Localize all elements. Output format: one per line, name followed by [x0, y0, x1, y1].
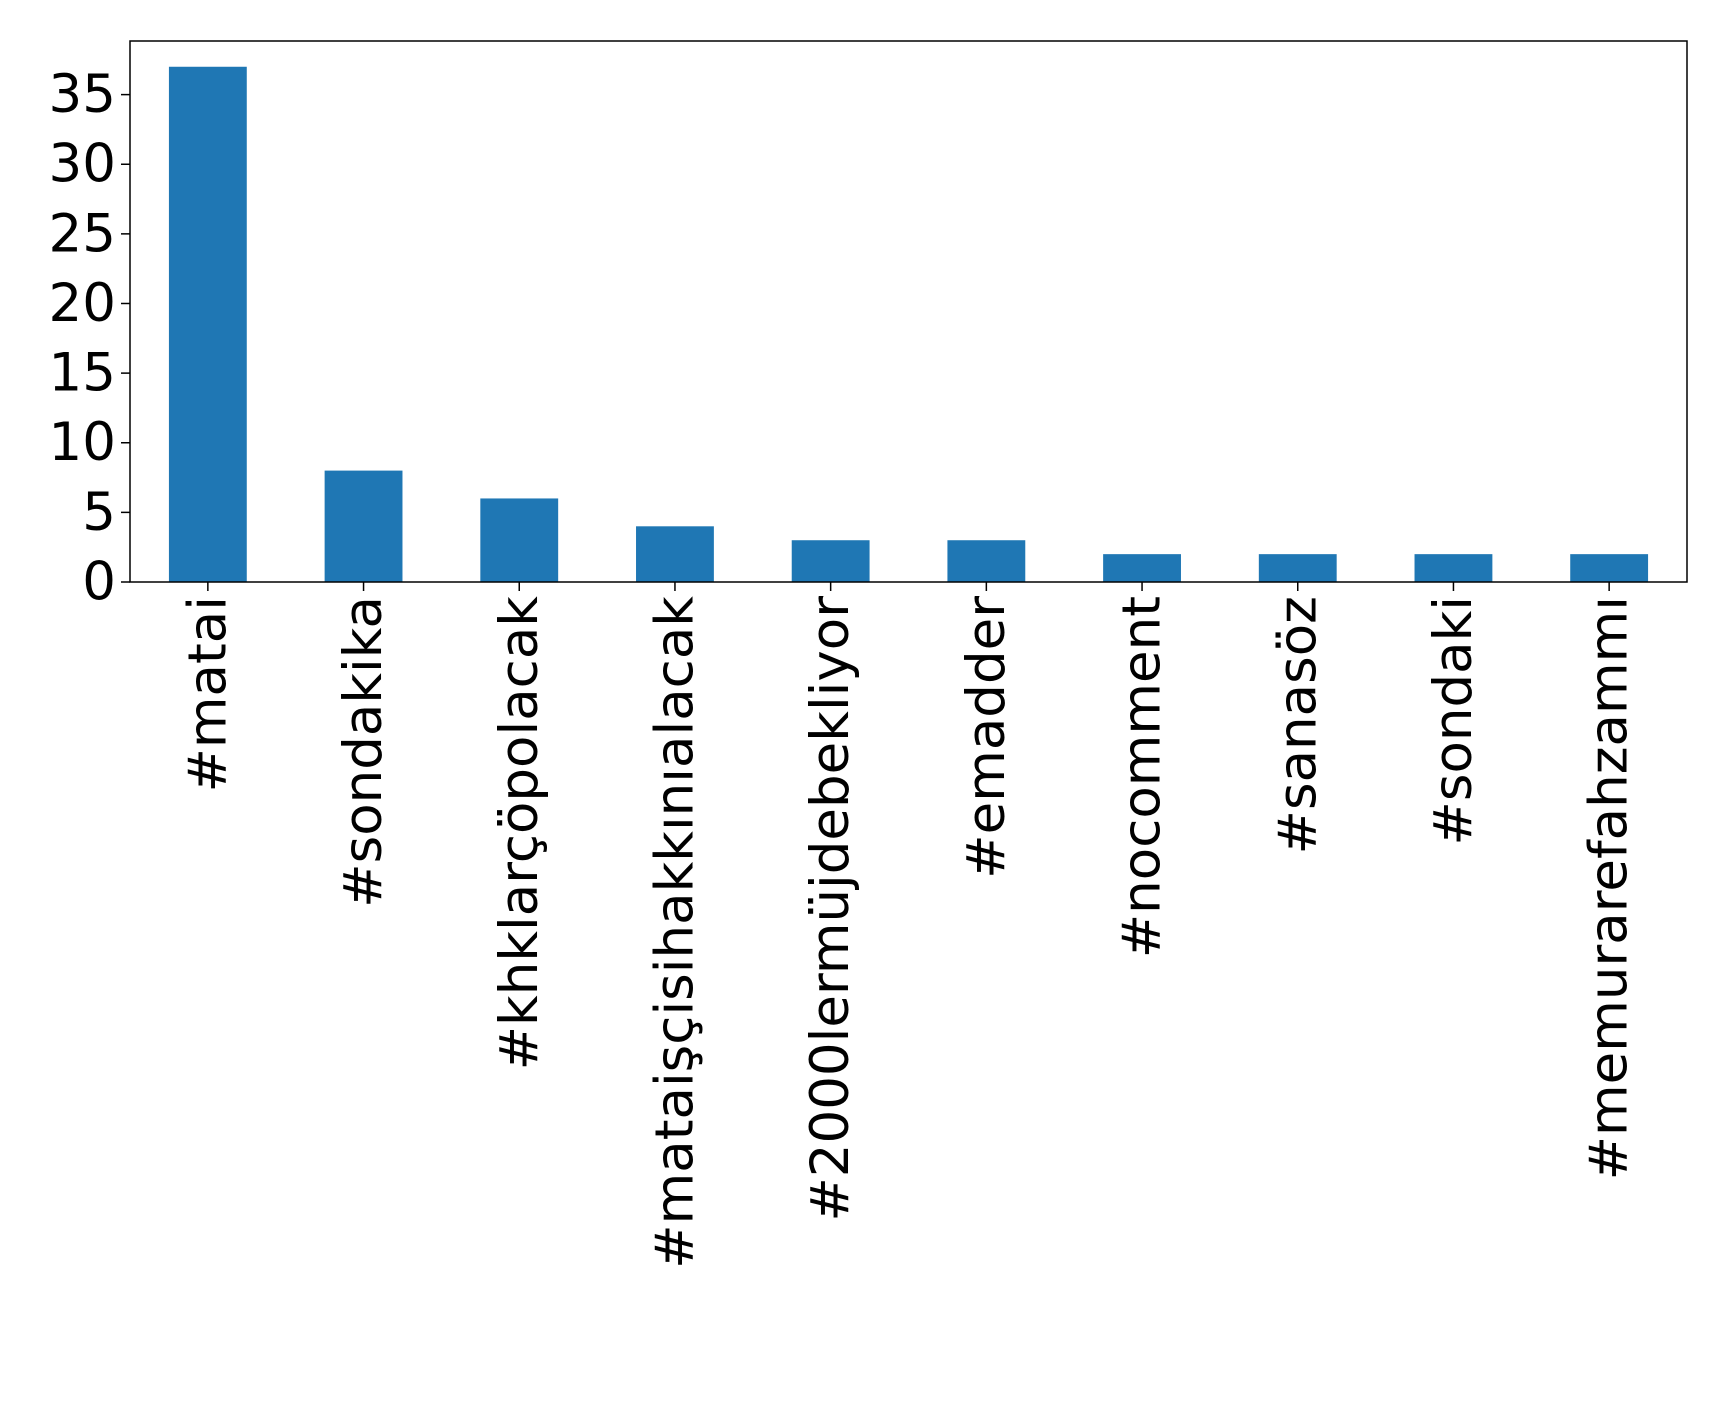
- y-tick-label: 10: [49, 412, 116, 473]
- bar: [1103, 554, 1181, 582]
- x-tick-label: #sondaki: [1423, 596, 1484, 846]
- x-tick-label: #sanasöz: [1267, 596, 1328, 854]
- x-tick-label: #memurarefahzammı: [1579, 596, 1640, 1180]
- y-tick-label: 35: [49, 64, 116, 125]
- bar: [324, 470, 403, 582]
- bar: [947, 540, 1026, 582]
- x-tick-label: #nocomment: [1112, 596, 1173, 958]
- y-tick-label: 0: [82, 552, 116, 613]
- bar: [168, 66, 247, 582]
- x-tick-label: #2000lermüjdebekliyor: [800, 596, 861, 1222]
- bar: [1570, 554, 1649, 582]
- plot-frame: [129, 40, 1688, 583]
- x-tick-label: #khklarçöpolacak: [489, 596, 550, 1071]
- bar: [1414, 554, 1493, 582]
- bar: [636, 526, 714, 582]
- x-tick-label: #matai: [177, 596, 238, 793]
- x-tick-label: #emadder: [956, 596, 1017, 879]
- bar: [791, 540, 870, 582]
- y-tick-label: 5: [82, 482, 116, 543]
- y-tick-label: 20: [49, 273, 116, 334]
- x-tick-label: #mataişçisihakkınıalacak: [644, 596, 705, 1269]
- bar: [480, 498, 559, 582]
- y-tick-label: 15: [49, 343, 116, 404]
- bar: [1258, 554, 1337, 582]
- y-tick-label: 30: [49, 134, 116, 195]
- x-tick-label: #sondakika: [333, 596, 394, 908]
- y-tick-label: 25: [49, 203, 116, 264]
